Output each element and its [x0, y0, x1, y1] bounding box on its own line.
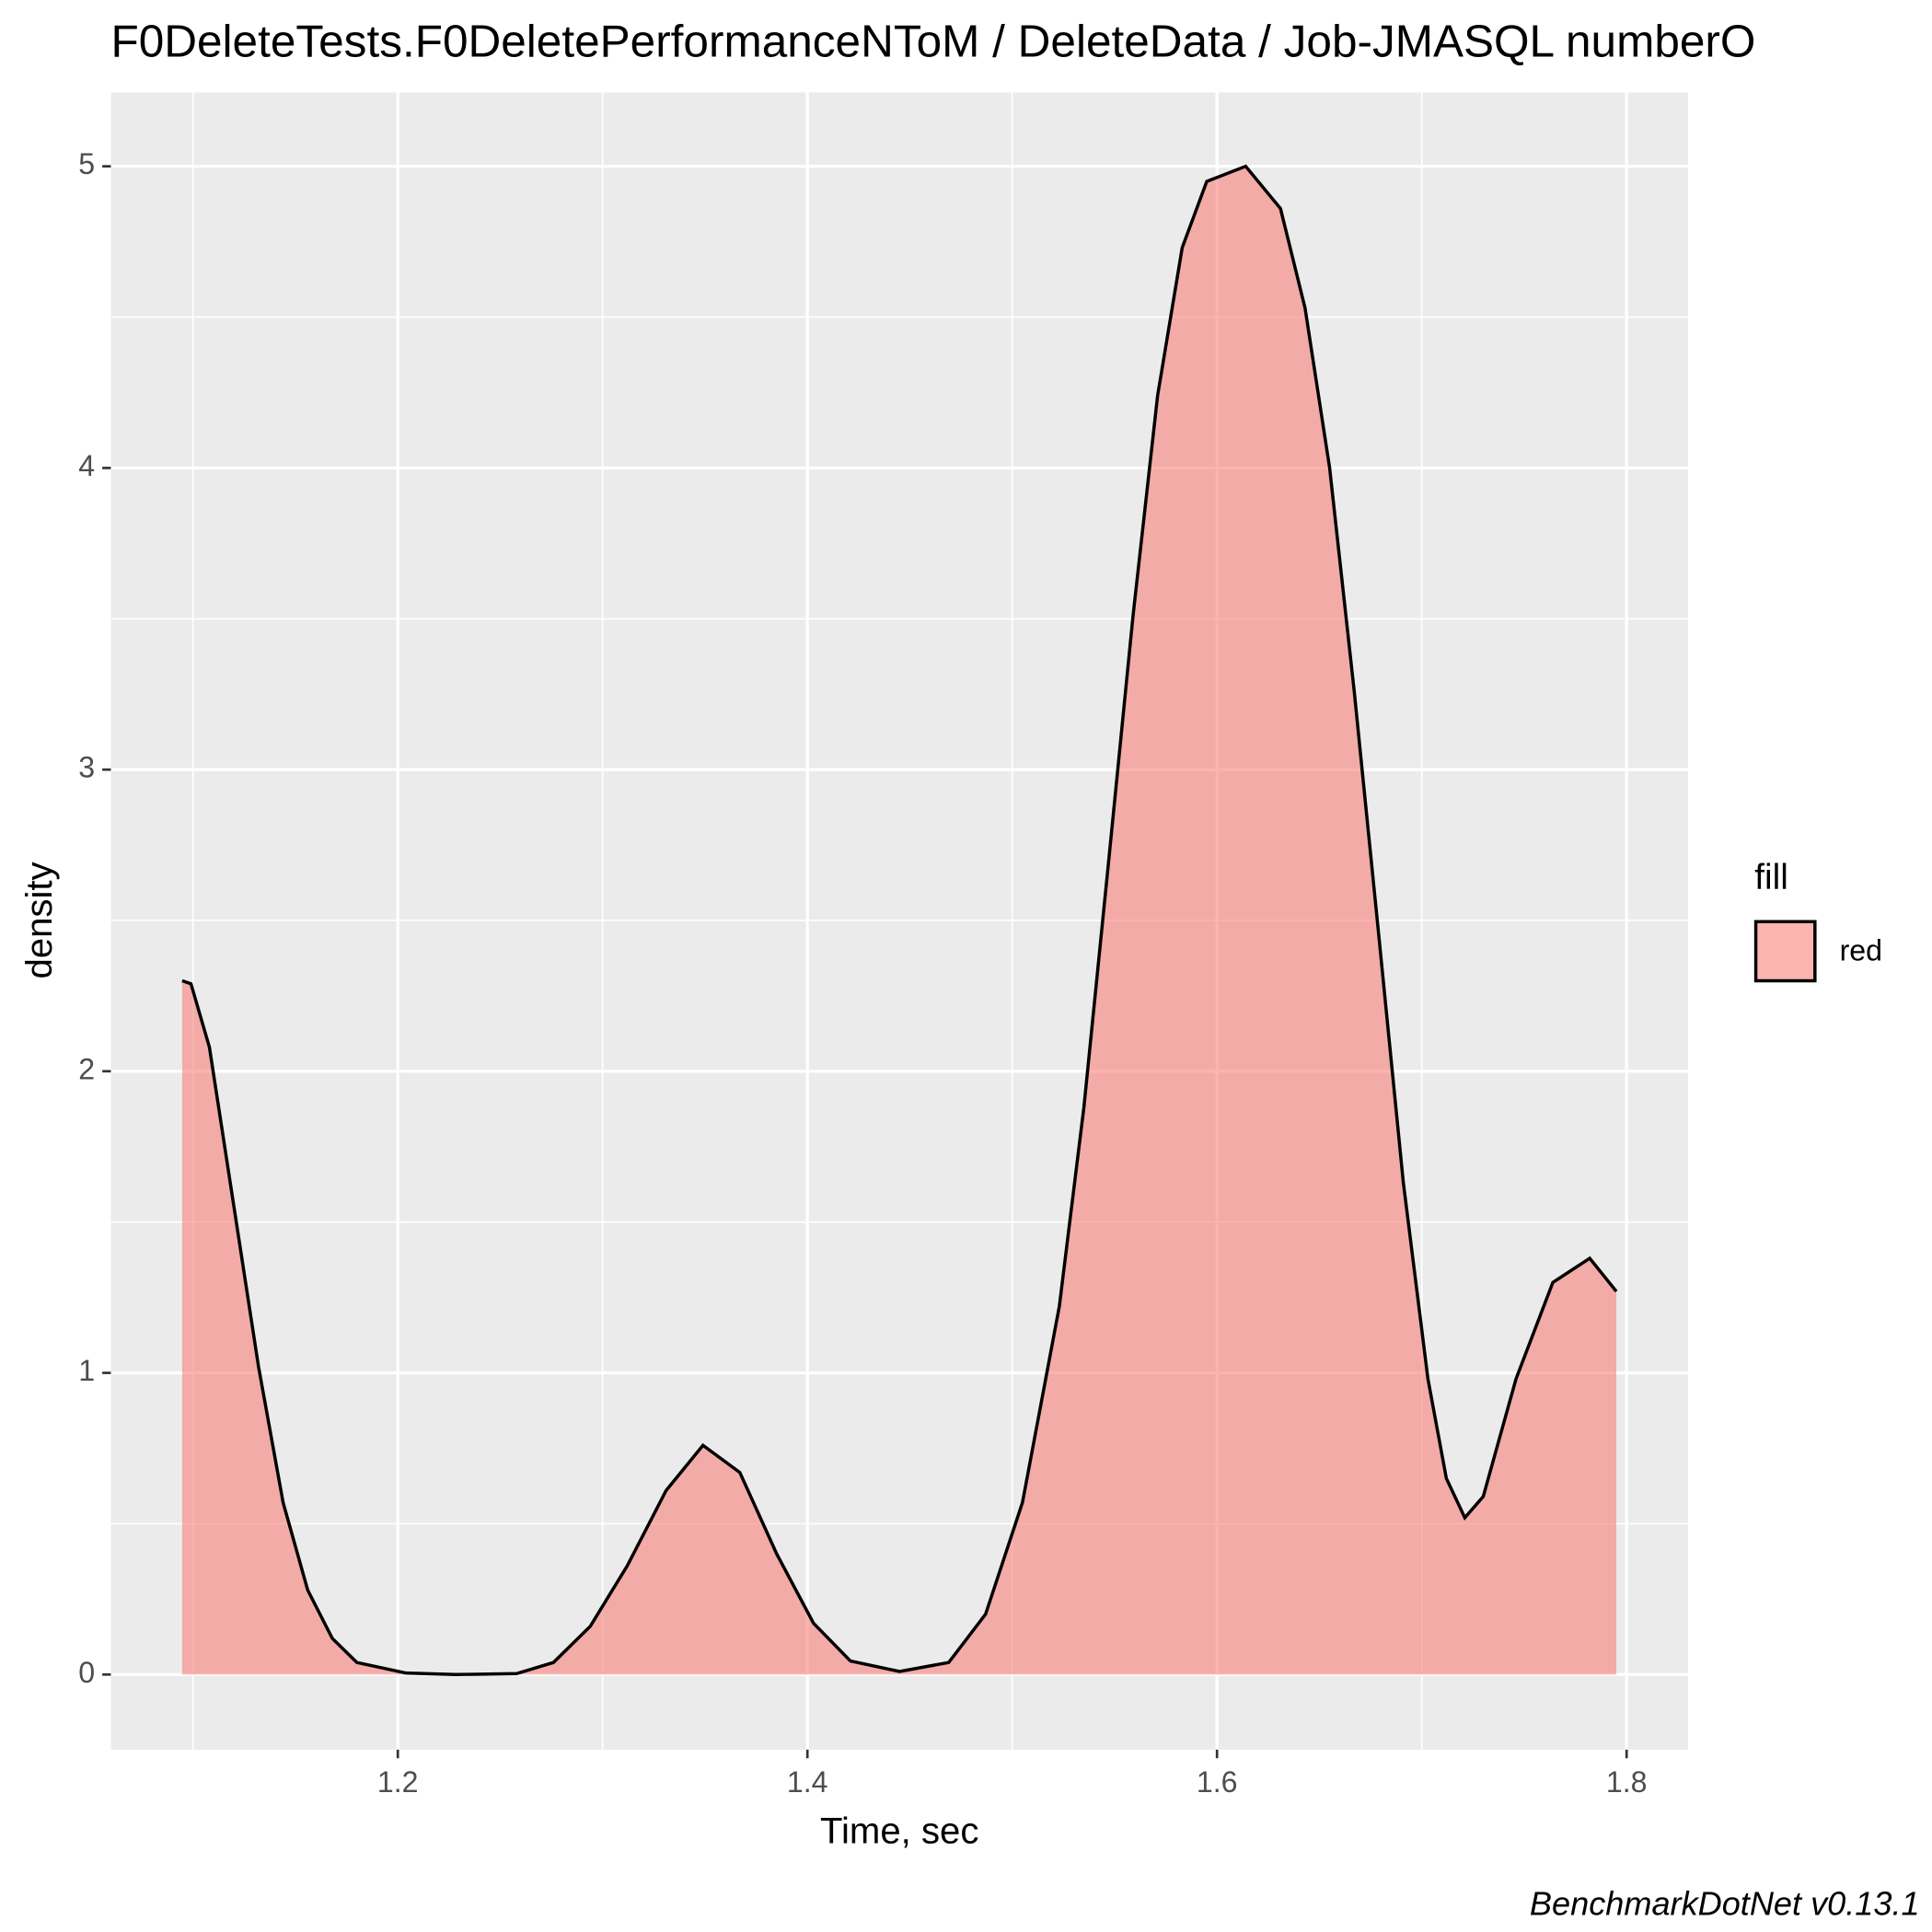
x-tick-label: 1.2: [377, 1765, 419, 1799]
y-tick-label: 5: [78, 147, 95, 180]
y-tick-label: 3: [78, 751, 95, 784]
y-tick-label: 2: [78, 1052, 95, 1085]
y-axis-title: density: [18, 862, 60, 978]
y-tick-label: 4: [78, 449, 95, 482]
x-tick-label: 1.8: [1606, 1765, 1648, 1799]
x-tick-label: 1.6: [1197, 1765, 1238, 1799]
legend-key: [1753, 920, 1817, 983]
legend-label: red: [1840, 933, 1882, 966]
x-tick-label: 1.4: [787, 1765, 828, 1799]
y-tick-label: 0: [78, 1656, 95, 1689]
density-line: [181, 164, 1618, 1677]
x-axis-title: Time, sec: [820, 1811, 978, 1852]
y-tick-label: 1: [78, 1354, 95, 1387]
marks: [181, 164, 1618, 1677]
density-area: [181, 166, 1617, 1675]
legend: fill red: [1753, 858, 1882, 983]
legend-title: fill: [1754, 858, 1788, 897]
chart-title: F0DeleteTests.F0DeletePerformanceNToM / …: [110, 16, 1755, 66]
axes: 1.2 1.4 1.6 1.8 0 1 2 3 4 5: [78, 147, 1647, 1799]
caption: BenchmarkDotNet v0.13.1: [1530, 1884, 1920, 1922]
